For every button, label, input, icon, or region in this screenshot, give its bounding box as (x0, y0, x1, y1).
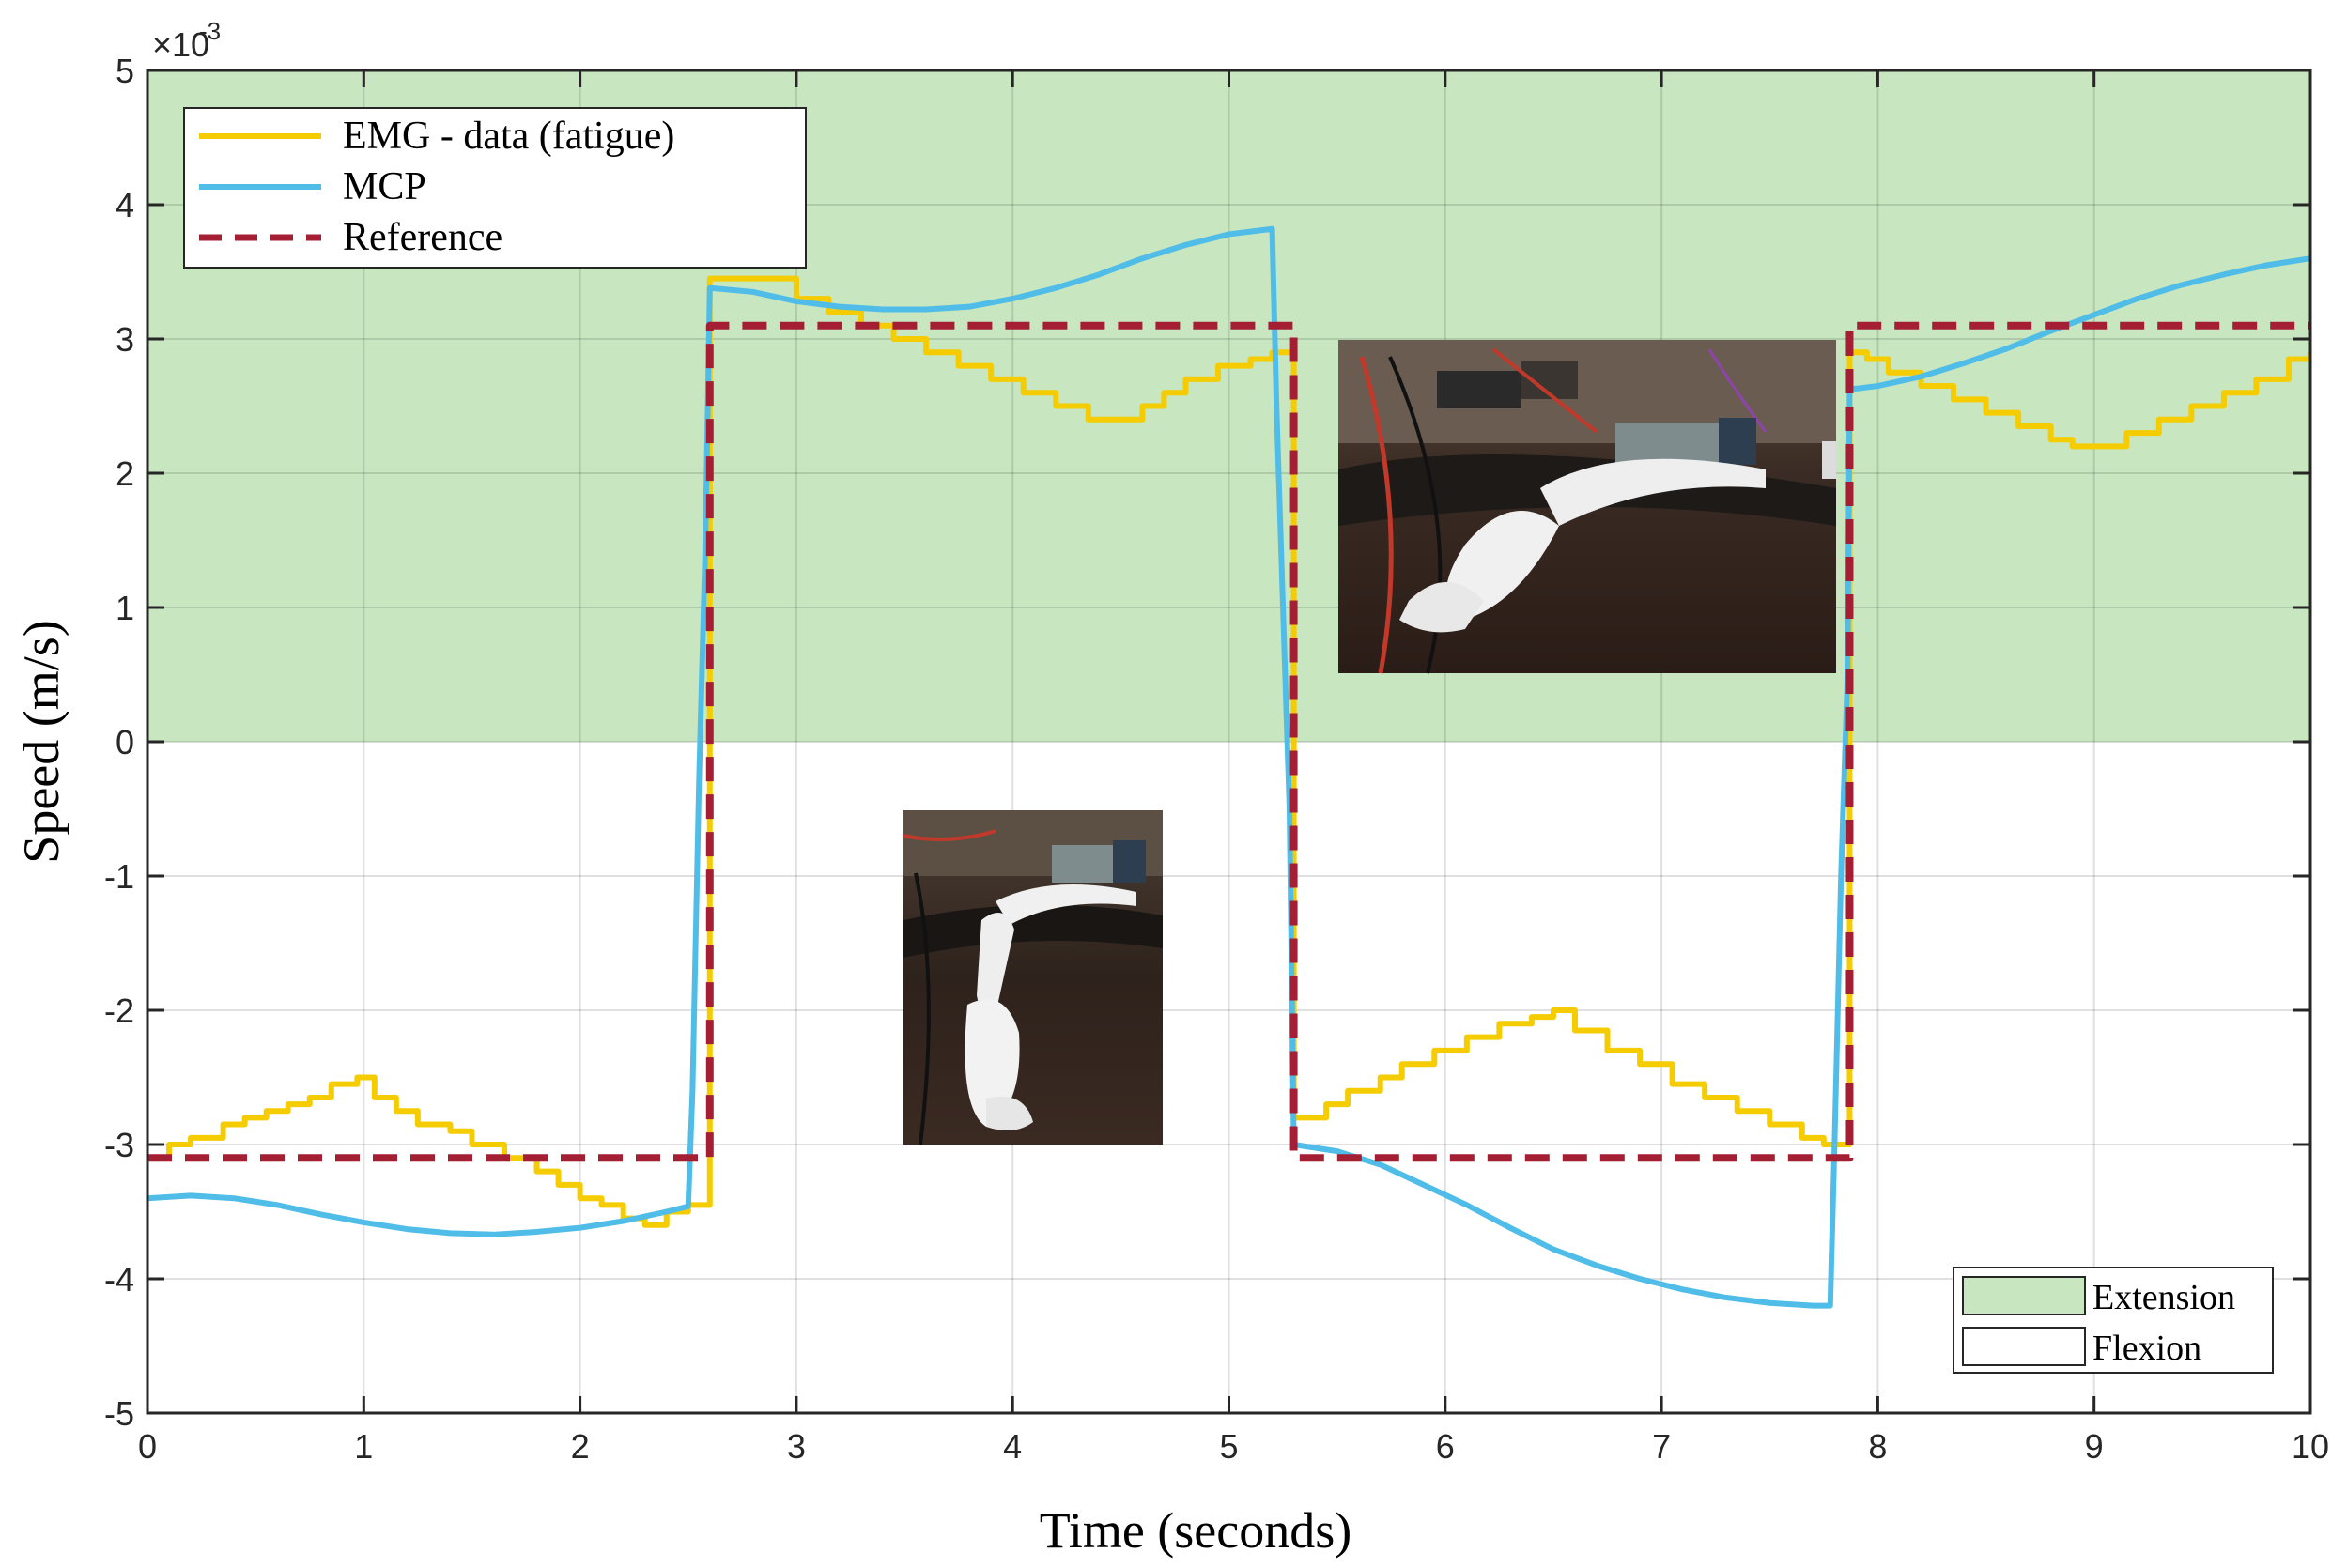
y-tick-label-0: -5 (104, 1394, 134, 1433)
x-tick-label-10: 10 (2292, 1427, 2329, 1466)
legend-label-flexion: Flexion (2092, 1329, 2201, 1368)
series-legend: EMG - data (fatigue) MCP Reference (183, 107, 807, 269)
legend-swatch-extension (1962, 1276, 2086, 1315)
region-legend: Extension Flexion (1953, 1267, 2274, 1374)
y-axis-title: Speed (m/s) (13, 620, 69, 863)
y-tick-label-8: 3 (116, 320, 134, 359)
photo-extension-exoskeleton (1338, 340, 1836, 674)
x-tick-label-9: 9 (2085, 1427, 2104, 1466)
y-tick-label-2: -3 (104, 1126, 134, 1164)
y-exponent-base: ×10 (152, 25, 209, 64)
y-tick-label-4: -1 (104, 857, 134, 896)
legend-label-mcp: MCP (343, 165, 426, 208)
x-tick-label-6: 6 (1436, 1427, 1455, 1466)
x-tick-label-7: 7 (1652, 1427, 1671, 1466)
flexion-region (147, 742, 2310, 1413)
y-tick-label-10: 5 (116, 52, 134, 90)
series-line-mcp (147, 225, 2310, 1309)
x-tick-label-1: 1 (354, 1427, 373, 1466)
x-tick-label-2: 2 (571, 1427, 590, 1466)
y-tick-label-3: -2 (104, 992, 134, 1030)
x-tick-label-5: 5 (1219, 1427, 1238, 1466)
legend-swatch-flexion (1962, 1327, 2086, 1366)
series-line-reference (147, 321, 2310, 1162)
legend-label-reference: Reference (343, 216, 502, 259)
x-tick-label-4: 4 (1003, 1427, 1022, 1466)
y-tick-label-7: 2 (116, 454, 134, 493)
legend-label-emg: EMG - data (fatigue) (343, 115, 674, 158)
photo-flexion-exoskeleton (903, 810, 1163, 1145)
y-exponent-power: -3 (199, 17, 221, 45)
y-tick-label-6: 1 (116, 589, 134, 627)
y-tick-label-1: -4 (104, 1260, 134, 1299)
legend-label-extension: Extension (2092, 1278, 2235, 1317)
x-tick-label-0: 0 (138, 1427, 157, 1466)
y-tick-label-5: 0 (116, 723, 134, 761)
series-layer (147, 225, 2310, 1309)
series-line-emg-data-fatigue (147, 275, 2310, 1228)
y-tick-label-9: 4 (116, 186, 134, 224)
x-tick-label-8: 8 (1868, 1427, 1887, 1466)
x-axis-title: Time (seconds) (1040, 1502, 1352, 1559)
x-tick-label-3: 3 (787, 1427, 806, 1466)
ticks: 0 1 2 3 4 5 6 7 8 9 10 -5 -4 -3 -2 -1 0 1 2 3 4 5 (104, 52, 2329, 1466)
